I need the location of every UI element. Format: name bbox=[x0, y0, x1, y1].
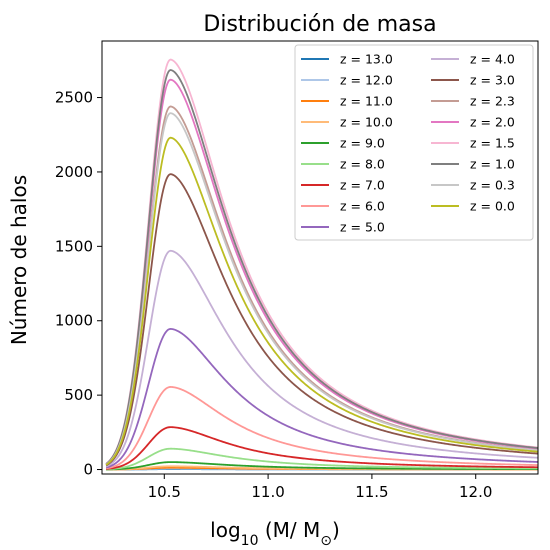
series-line-5 bbox=[106, 447, 538, 471]
series-line-16 bbox=[105, 136, 538, 466]
y-tick-label: 1500 bbox=[55, 237, 93, 255]
y-tick-label: 2500 bbox=[55, 89, 93, 107]
y-axis: 0 500 1000 1500 2000 2500 bbox=[55, 89, 102, 479]
legend-label: z = 5.0 bbox=[340, 220, 385, 235]
y-tick-label: 1000 bbox=[55, 312, 93, 330]
legend-label: z = 4.0 bbox=[470, 52, 515, 67]
legend-item: z = 1.0 bbox=[431, 157, 515, 172]
x-tick-label: 11.5 bbox=[355, 483, 388, 501]
legend-label: z = 0.0 bbox=[470, 199, 515, 214]
series-line-15 bbox=[105, 112, 538, 466]
legend-item: z = 6.0 bbox=[301, 199, 385, 214]
legend-label: z = 11.0 bbox=[340, 94, 393, 109]
legend-label: z = 1.0 bbox=[470, 157, 515, 172]
legend-label: z = 3.0 bbox=[470, 73, 515, 88]
legend-label: z = 2.3 bbox=[470, 94, 515, 109]
legend-item: z = 12.0 bbox=[301, 73, 393, 88]
x-tick-label: 12.0 bbox=[459, 483, 492, 501]
legend-label: z = 13.0 bbox=[340, 52, 393, 67]
legend-item: z = 2.0 bbox=[431, 115, 515, 130]
series-line-10 bbox=[105, 173, 538, 467]
series-layer bbox=[105, 58, 538, 471]
series-line-14 bbox=[105, 69, 538, 465]
legend-item: z = 10.0 bbox=[301, 115, 393, 130]
legend-item: z = 4.0 bbox=[431, 52, 515, 67]
legend-label: z = 9.0 bbox=[340, 136, 385, 151]
x-axis: 10.5 11.0 11.5 12.0 bbox=[148, 474, 492, 501]
legend-label: z = 8.0 bbox=[340, 157, 385, 172]
legend-item: z = 13.0 bbox=[301, 52, 393, 67]
series-line-8 bbox=[105, 328, 538, 469]
chart-title: Distribución de masa bbox=[203, 12, 436, 37]
y-tick-label: 0 bbox=[83, 461, 93, 479]
legend-item: z = 2.3 bbox=[431, 94, 515, 109]
legend-item: z = 0.3 bbox=[431, 178, 515, 193]
legend-item: z = 9.0 bbox=[301, 136, 385, 151]
legend-item: z = 5.0 bbox=[301, 220, 385, 235]
x-tick-label: 10.5 bbox=[148, 483, 181, 501]
legend-label: z = 1.5 bbox=[470, 136, 515, 151]
y-tick-label: 2000 bbox=[55, 163, 93, 181]
legend-label: z = 10.0 bbox=[340, 115, 393, 130]
x-tick-label: 11.0 bbox=[251, 483, 284, 501]
legend-label: z = 2.0 bbox=[470, 115, 515, 130]
series-line-6 bbox=[106, 426, 538, 470]
legend-label: z = 0.3 bbox=[470, 178, 515, 193]
legend-label: z = 12.0 bbox=[340, 73, 393, 88]
x-axis-label: log10 (M/ M⊙) bbox=[210, 518, 340, 549]
legend-item: z = 8.0 bbox=[301, 157, 385, 172]
legend-item: z = 3.0 bbox=[431, 73, 515, 88]
y-axis-label: Número de halos bbox=[7, 175, 31, 345]
legend-item: z = 0.0 bbox=[431, 199, 515, 214]
legend-label: z = 6.0 bbox=[340, 199, 385, 214]
series-line-7 bbox=[106, 386, 538, 470]
legend-label: z = 7.0 bbox=[340, 178, 385, 193]
legend-item: z = 7.0 bbox=[301, 178, 385, 193]
series-line-4 bbox=[106, 461, 538, 471]
y-tick-label: 500 bbox=[64, 386, 93, 404]
legend-box bbox=[294, 44, 534, 241]
series-line-9 bbox=[105, 249, 538, 468]
plot-frame bbox=[101, 40, 539, 475]
legend: z = 13.0 z = 12.0 z = 11.0 z = 10.0 z = 9.0 z… bbox=[294, 44, 534, 241]
legend-item: z = 11.0 bbox=[301, 94, 393, 109]
legend-item: z = 1.5 bbox=[431, 136, 515, 151]
